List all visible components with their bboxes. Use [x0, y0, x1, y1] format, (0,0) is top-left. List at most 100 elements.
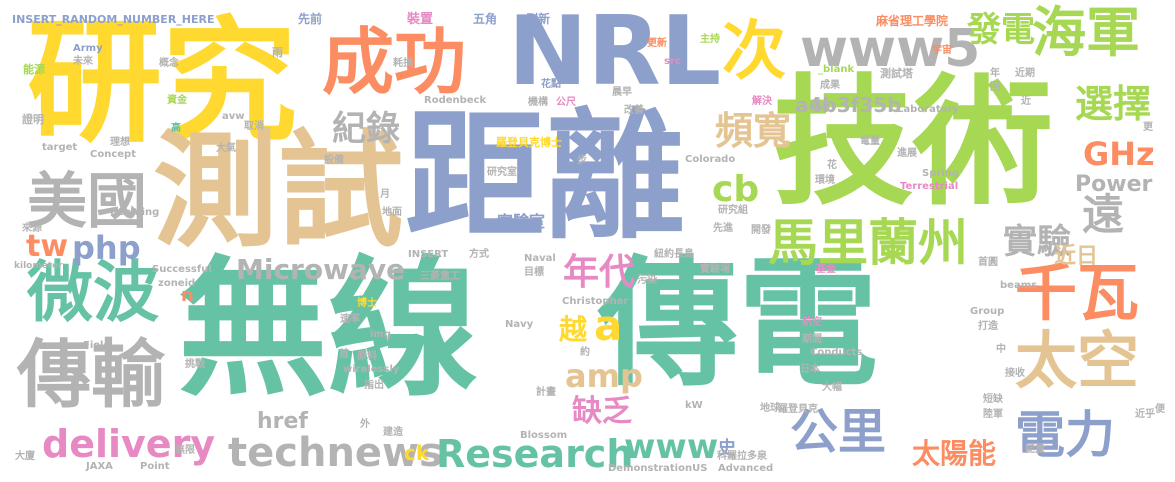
- word-56: 能源: [23, 63, 45, 76]
- word-142: 地球: [760, 403, 780, 414]
- word-145: 陸軍: [983, 409, 1003, 420]
- word-71: 晨早: [612, 87, 632, 98]
- word-19: 公里: [790, 404, 887, 460]
- word-158: DemonstrationUS: [608, 463, 708, 474]
- word-162: 近: [1021, 96, 1031, 107]
- word-154: 無限: [175, 445, 195, 456]
- word-64: _blank: [818, 64, 855, 75]
- word-130: 首: [339, 349, 349, 360]
- word-160: 年: [990, 68, 1000, 79]
- word-93: 進展: [897, 148, 917, 159]
- word-45: 越: [559, 313, 588, 346]
- word-33: cb: [712, 169, 760, 210]
- word-87: Concept: [90, 149, 136, 160]
- word-105: 開發: [751, 225, 771, 236]
- word-51: 五角: [473, 12, 498, 26]
- word-146: 近乎: [1135, 409, 1155, 420]
- word-44: 實驗室: [497, 212, 546, 231]
- word-11: 美國: [27, 167, 147, 237]
- word-140: 計畫: [536, 387, 556, 398]
- word-132: 約: [580, 347, 590, 358]
- word-54: 麻省理工學院: [876, 14, 949, 28]
- word-32: 頻寬: [715, 109, 792, 153]
- word-29: 實驗: [1003, 222, 1071, 262]
- word-7: NRL: [508, 0, 722, 107]
- word-34: 發電: [967, 10, 1035, 50]
- word-99: Terrestrial: [900, 181, 959, 192]
- word-85: target: [42, 142, 78, 153]
- word-133: 日本: [800, 364, 820, 375]
- word-68: Conducts: [810, 347, 863, 358]
- word-69: src: [664, 56, 681, 67]
- word-25: amp: [565, 357, 643, 395]
- word-135: wirelessly: [343, 364, 400, 375]
- word-150: Blossom: [520, 430, 568, 441]
- word-50: 裝置: [407, 12, 434, 27]
- word-126: Field: [83, 340, 111, 351]
- word-114: 首圓: [978, 257, 998, 268]
- word-144: 短缺: [983, 394, 1003, 405]
- word-5: 研究: [27, 4, 297, 161]
- word-60: 耗損: [393, 58, 413, 69]
- word-47: ck: [404, 441, 430, 465]
- word-24: www: [624, 427, 719, 467]
- word-83: 取消: [244, 121, 264, 132]
- word-41: 太陽能: [912, 437, 997, 470]
- word-80: avw: [222, 111, 245, 122]
- word-30: 選擇: [1075, 82, 1152, 126]
- word-65: Rodenbeck: [424, 95, 487, 106]
- word-12: 千瓦: [1015, 256, 1140, 329]
- word-139: 大幅: [822, 382, 842, 393]
- word-61: 更新: [647, 38, 667, 49]
- word-88: 大氣: [216, 143, 236, 154]
- word-27: 年代: [563, 252, 636, 293]
- word-18: 電力: [1015, 406, 1115, 464]
- word-123: Navy: [505, 319, 534, 330]
- word-46: 史: [718, 438, 736, 459]
- word-63: 宇宙: [932, 45, 952, 56]
- word-109: kilometer: [14, 261, 63, 271]
- word-52: 刷新: [526, 12, 551, 26]
- word-78: Laboratory: [897, 104, 959, 115]
- word-129: 期間: [802, 334, 822, 345]
- word-148: 建造: [383, 427, 403, 438]
- word-35: a4b3f35b: [795, 93, 902, 117]
- word-94: 設備: [324, 155, 344, 166]
- word-122: 速率: [340, 314, 360, 325]
- word-22: delivery: [42, 422, 216, 466]
- word-67: 近期: [1015, 68, 1035, 79]
- word-31: 紀錄: [332, 109, 400, 149]
- word-15: 馬里蘭州: [768, 214, 968, 272]
- word-155: 大廈: [15, 451, 35, 462]
- word-141: kW: [685, 400, 703, 411]
- word-128: 航空: [802, 317, 822, 328]
- word-100: 地面: [382, 207, 402, 218]
- word-77: 現有: [811, 102, 831, 113]
- word-9: 微波: [27, 254, 159, 331]
- word-161: 回: [990, 82, 1000, 93]
- word-138: 接收: [1005, 368, 1025, 379]
- word-2: 傳電: [598, 243, 879, 406]
- word-143: 羅登貝克: [778, 404, 818, 415]
- word-6: 測試: [153, 119, 403, 264]
- word-62: 主持: [700, 34, 720, 45]
- word-116: zoneid: [158, 278, 196, 289]
- word-70: 花點: [541, 79, 561, 90]
- word-8: 成功: [322, 20, 467, 104]
- word-66: 測試塔: [880, 67, 913, 80]
- word-74: 公尺: [556, 97, 576, 108]
- word-147: 便: [1155, 404, 1165, 415]
- word-17: 次: [722, 15, 786, 89]
- word-117: 三菱重工: [420, 271, 460, 282]
- word-16: www5: [800, 19, 981, 79]
- word-73: 機構: [528, 97, 548, 108]
- word-1: 無線: [178, 243, 479, 417]
- word-95: 花: [827, 160, 837, 171]
- word-55: Army: [73, 43, 103, 54]
- word-107: 方式: [469, 249, 489, 260]
- word-28: 遠: [1082, 190, 1125, 239]
- word-111: 目標: [524, 267, 544, 278]
- word-159: 更: [1143, 122, 1153, 133]
- word-20: technews: [228, 430, 443, 476]
- word-115: Successful: [152, 264, 212, 275]
